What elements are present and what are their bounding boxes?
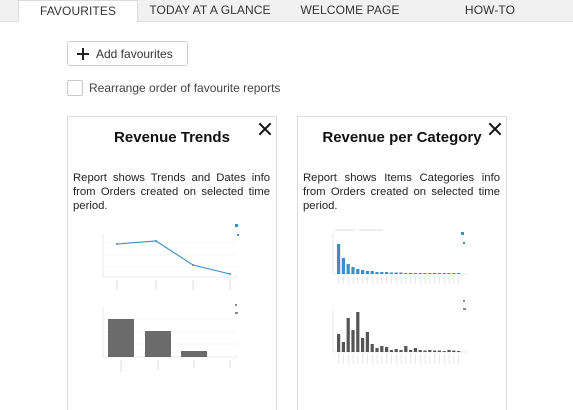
thumbnail-bar — [457, 351, 461, 352]
thumbnail-bar — [380, 346, 384, 352]
report-thumbnail — [102, 224, 239, 372]
thumbnail-bar — [437, 273, 441, 274]
thumbnail-bar — [442, 273, 446, 274]
thumbnail-bar — [433, 273, 437, 274]
thumbnail-bar — [356, 312, 360, 352]
bar-chart-thumbnail — [332, 300, 468, 364]
thumbnail-bar — [418, 273, 422, 274]
plus-icon — [77, 47, 89, 60]
thumbnail-bar — [452, 350, 456, 352]
tab-today-at-a-glance[interactable]: TODAY AT A GLANCE — [149, 3, 271, 17]
thumbnail-bar — [447, 273, 451, 274]
bar-chart-thumbnail — [332, 229, 468, 284]
thumbnail-bar — [423, 350, 427, 352]
line-chart-thumbnail — [102, 224, 239, 290]
thumbnail-bar — [409, 273, 413, 274]
thumbnail-bar — [370, 271, 374, 274]
thumbnail-bar — [341, 258, 345, 274]
thumbnail-bar — [433, 350, 437, 352]
report-thumbnail — [332, 229, 468, 364]
thumbnail-bar — [437, 350, 441, 352]
rearrange-label: Rearrange order of favourite reports — [89, 81, 281, 95]
close-icon[interactable] — [488, 122, 502, 136]
thumbnail-bar — [346, 264, 350, 274]
tab-how-to[interactable]: HOW-TO — [464, 3, 516, 17]
thumbnail-bar — [361, 270, 365, 274]
thumbnail-bar — [365, 332, 369, 352]
thumbnail-bar — [428, 350, 432, 352]
thumbnail-bar — [457, 273, 461, 274]
thumbnail-bar — [423, 273, 427, 274]
thumbnail-bar — [356, 269, 360, 274]
thumbnail-bar — [346, 318, 350, 352]
thumbnail-bar — [447, 350, 451, 352]
thumbnail-bar — [380, 272, 384, 274]
thumbnail-bar — [337, 244, 341, 274]
thumbnail-bar — [375, 348, 379, 352]
thumbnail-bar — [370, 344, 374, 352]
tab-bar: FAVOURITES TODAY AT A GLANCE WELCOME PAG… — [0, 0, 573, 23]
tab-welcome-page[interactable]: WELCOME PAGE — [300, 3, 400, 17]
rearrange-checkbox[interactable] — [67, 80, 83, 96]
card-description: Report shows Trends and Dates info from … — [73, 172, 270, 212]
card-description: Report shows Items Categories info from … — [303, 172, 500, 212]
thumbnail-bar — [361, 338, 365, 352]
thumbnail-bar — [418, 350, 422, 352]
card-title: Revenue Trends — [114, 129, 230, 146]
add-favourites-label: Add favourites — [96, 46, 173, 61]
thumbnail-bar — [428, 273, 432, 274]
thumbnail-bar — [394, 272, 398, 274]
card-title: Revenue per Category — [322, 129, 482, 146]
thumbnail-bar — [351, 267, 355, 274]
rearrange-option: Rearrange order of favourite reports — [67, 80, 280, 96]
thumbnail-bar — [365, 271, 369, 274]
thumbnail-bar — [385, 272, 389, 274]
thumbnail-bar — [399, 272, 403, 274]
thumbnail-bar — [341, 342, 345, 352]
report-card-revenue-per-category[interactable]: Revenue per Category Report shows Items … — [297, 116, 507, 410]
thumbnail-bar — [404, 273, 408, 274]
thumbnail-bar — [375, 272, 379, 274]
report-card-revenue-trends[interactable]: Revenue Trends Report shows Trends and D… — [67, 116, 277, 410]
thumbnail-bar — [452, 273, 456, 274]
close-icon[interactable] — [258, 122, 272, 136]
thumbnail-bar — [442, 351, 446, 352]
thumbnail-bar — [413, 273, 417, 274]
thumbnail-bar — [337, 334, 341, 352]
thumbnail-bar — [394, 349, 398, 352]
thumbnail-bar — [399, 350, 403, 352]
thumbnail-bar — [413, 348, 417, 352]
bar-chart-thumbnail — [102, 304, 238, 372]
thumbnail-bar — [385, 347, 389, 352]
thumbnail-bar — [404, 346, 408, 352]
thumbnail-bar — [389, 350, 393, 352]
thumbnail-bar — [351, 330, 355, 352]
add-favourites-button[interactable]: Add favourites — [67, 41, 188, 66]
tab-favourites[interactable]: FAVOURITES — [18, 0, 138, 23]
thumbnail-bar — [389, 272, 393, 274]
thumbnail-bar — [409, 350, 413, 352]
